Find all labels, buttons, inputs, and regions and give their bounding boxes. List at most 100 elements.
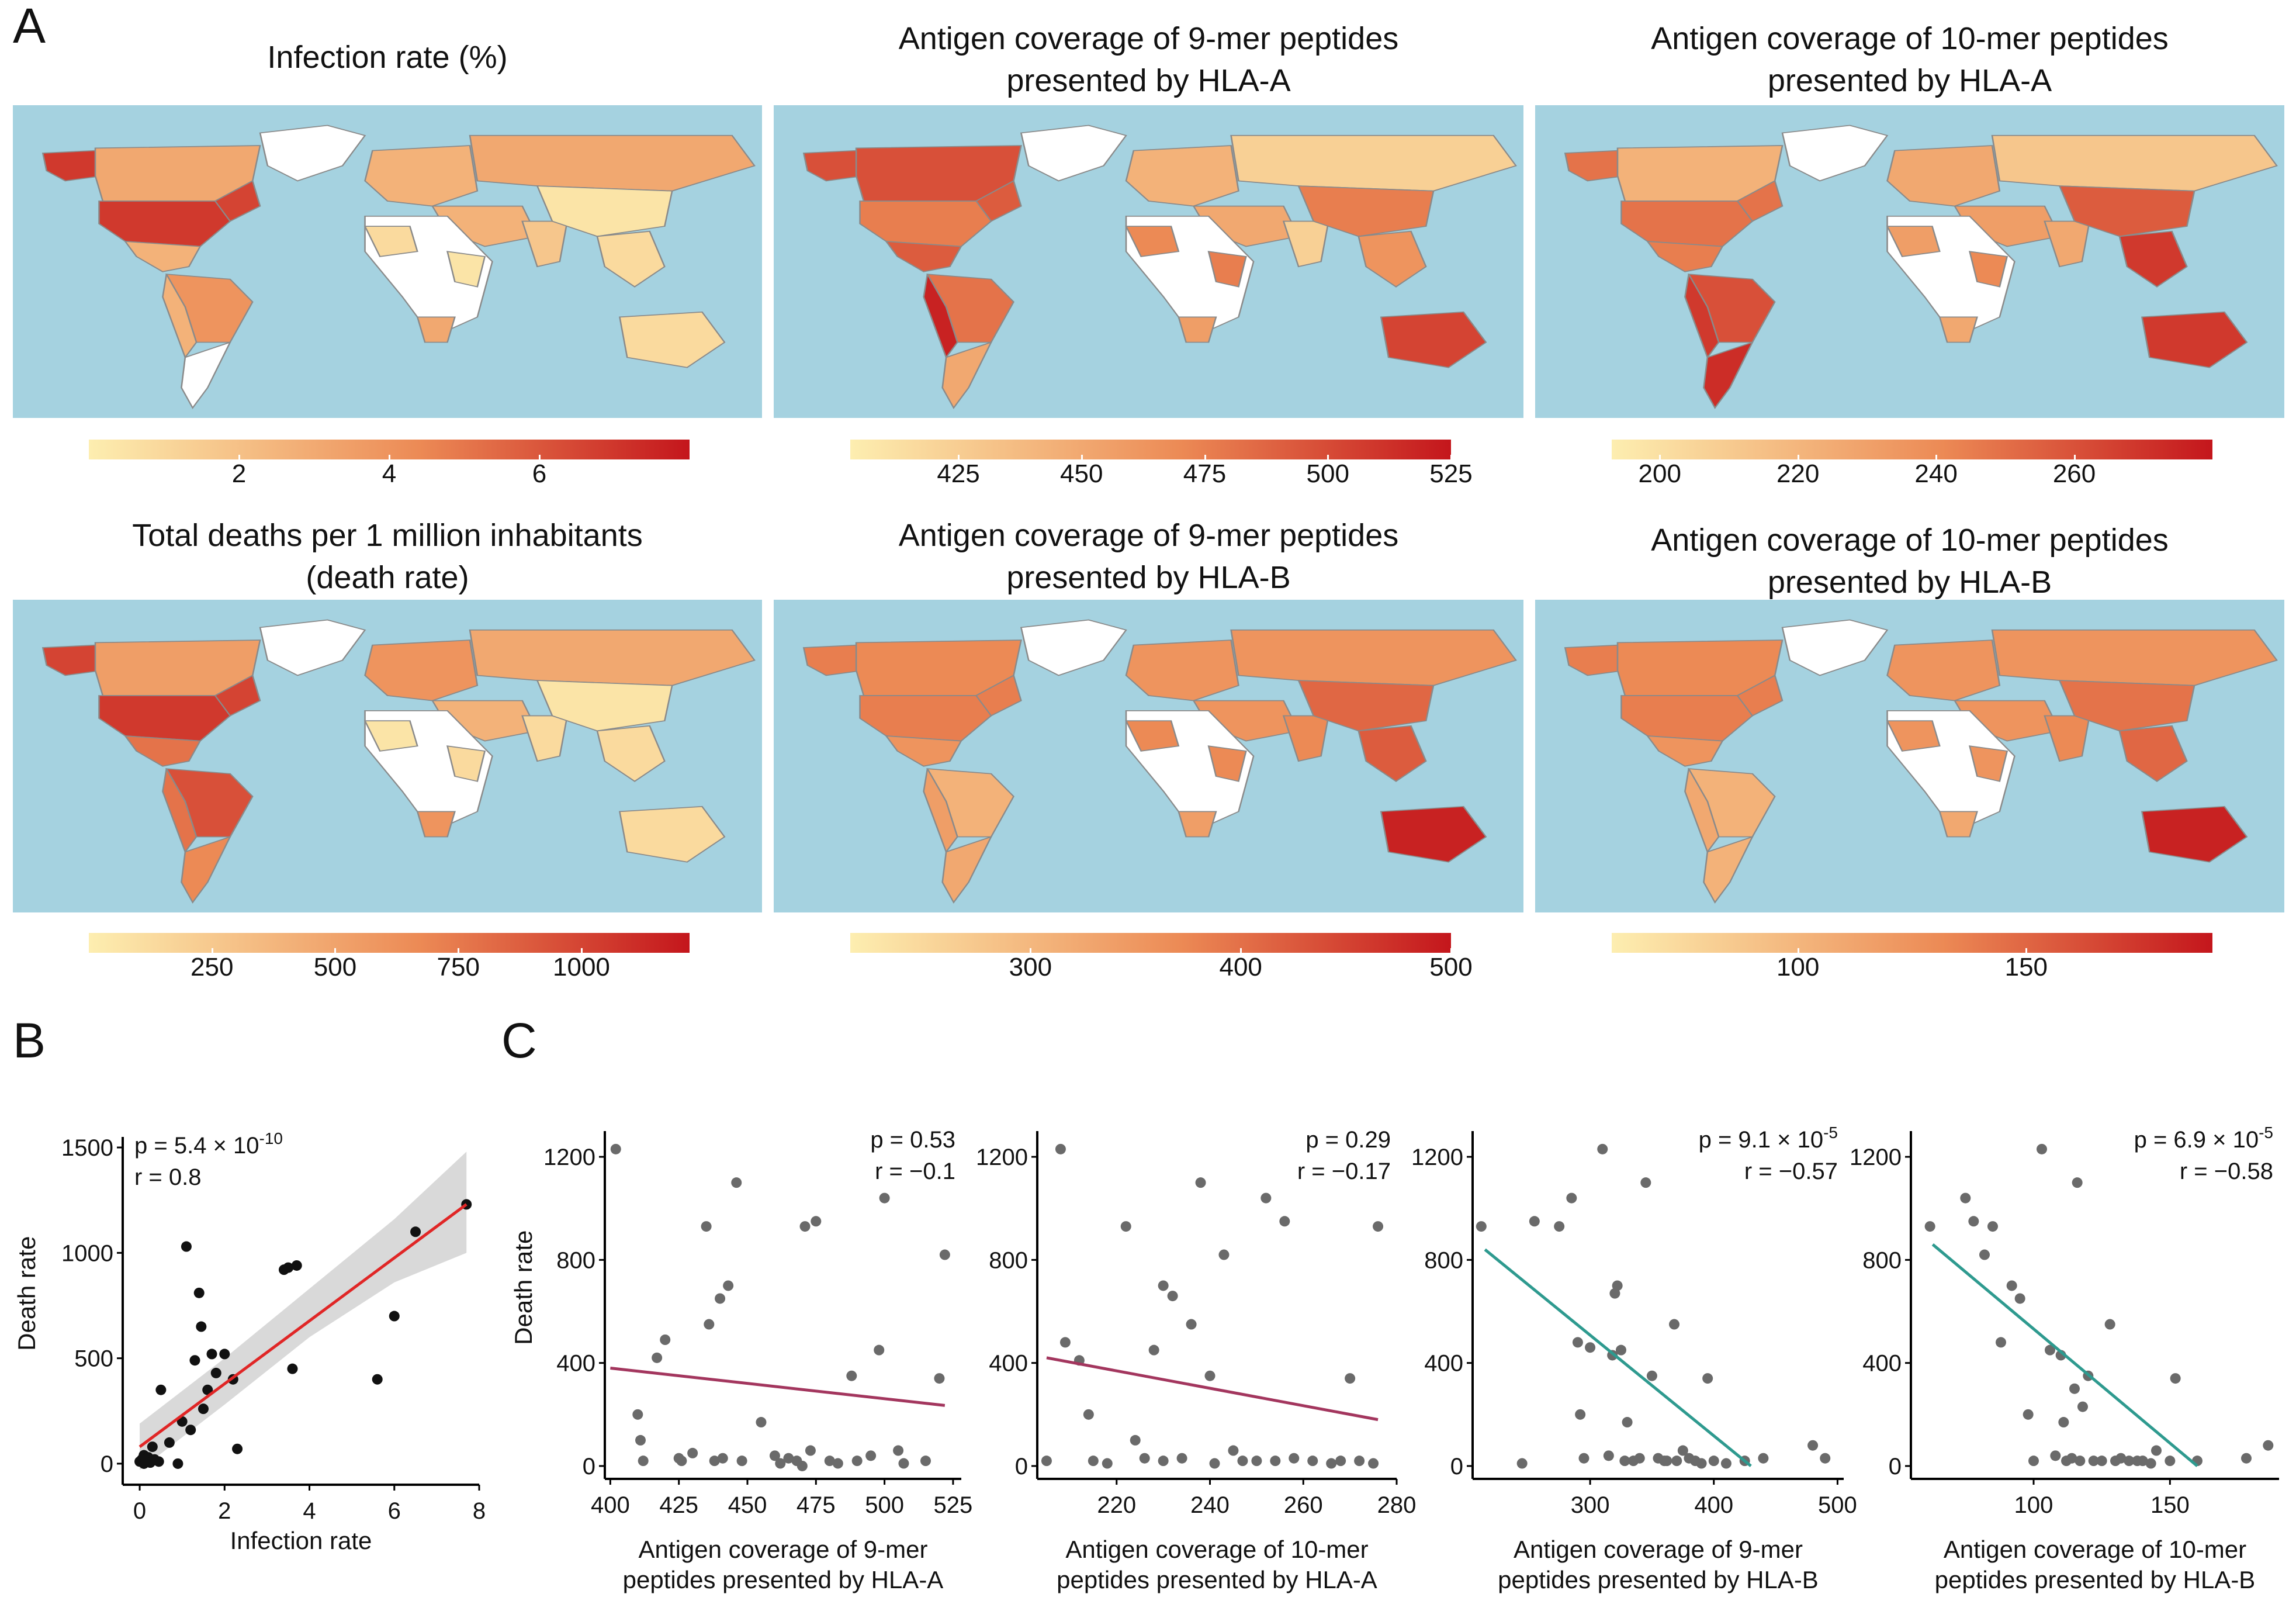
world-map-hla_a_9 (774, 105, 1523, 418)
data-point (939, 1249, 950, 1260)
data-point (1204, 1370, 1215, 1381)
data-point (783, 1453, 794, 1464)
data-point (2037, 1143, 2047, 1154)
data-point (2145, 1458, 2156, 1469)
p-value-base: p = 5.4 × 10 (134, 1133, 259, 1159)
r-value: r = −0.57 (1744, 1159, 1838, 1184)
y-tick-label: 800 (1424, 1247, 1463, 1273)
map-title-line: (death rate) (306, 560, 469, 595)
data-point (181, 1241, 192, 1252)
data-point (1307, 1455, 1318, 1467)
data-point (1228, 1445, 1239, 1456)
region-russia (1230, 134, 1517, 192)
data-point (210, 1367, 221, 1378)
scatter-plot-C3: 0 400 800 1200 300 400 500 p = 9.1 × 10-5 r = −0… (1411, 1123, 1857, 1593)
data-point (799, 1221, 811, 1232)
x-tick-label: 2 (218, 1498, 231, 1524)
data-point (2088, 1455, 2099, 1467)
region-europe (1886, 145, 2001, 207)
region-west_africa (363, 720, 418, 752)
colorbar-tick-label: 150 (2004, 953, 2048, 981)
region-india (521, 220, 569, 268)
data-point (410, 1226, 421, 1237)
region-central_america (885, 735, 962, 767)
world-map-hla_b_9 (774, 600, 1523, 912)
colorbar-tick (1935, 455, 1938, 459)
map-title-line: Infection rate (%) (267, 40, 508, 75)
colorbar-hla_b_9 (850, 933, 1451, 953)
region-east_africa (1968, 745, 2008, 782)
data-point (1368, 1458, 1379, 1469)
data-point (1516, 1458, 1528, 1469)
region-russia (469, 629, 756, 686)
r-value: r = −0.58 (2180, 1159, 2273, 1184)
data-point (2096, 1455, 2107, 1467)
y-tick-label: 400 (1424, 1351, 1463, 1377)
region-east_africa (1207, 745, 1247, 782)
p-value: p = 6.9 × 10-5 (2134, 1123, 2273, 1153)
region-central_america (1646, 240, 1724, 272)
data-point (1529, 1216, 1540, 1227)
colorbar-tick (1327, 455, 1329, 459)
region-india (521, 715, 569, 762)
data-point (193, 1287, 205, 1298)
data-point (1566, 1192, 1577, 1204)
data-point (2075, 1455, 2086, 1467)
data-point (865, 1450, 877, 1461)
region-east_africa (446, 745, 486, 782)
data-point (1924, 1221, 1935, 1232)
map-title-line: Antigen coverage of 9-mer peptides (898, 518, 1399, 553)
region-north_america (214, 179, 261, 222)
colorbar-tick-label: 400 (1219, 953, 1262, 981)
p-value-exponent: -10 (259, 1129, 283, 1147)
data-point (2115, 1453, 2127, 1464)
data-point (717, 1453, 728, 1464)
x-tick-label: 475 (796, 1492, 836, 1518)
p-value-exponent: -5 (1823, 1123, 1838, 1142)
world-map-hla_b_10 (1535, 600, 2284, 912)
data-point (155, 1384, 167, 1395)
y-tick-label: 0 (583, 1454, 595, 1479)
y-tick-label: 0 (1015, 1454, 1028, 1479)
data-point (610, 1143, 621, 1154)
data-point (1578, 1453, 1589, 1464)
region-north_america (975, 674, 1022, 717)
data-point (1270, 1455, 1281, 1467)
region-south_africa (1938, 811, 1978, 838)
x-tick-label: 500 (865, 1492, 904, 1518)
data-point (715, 1293, 726, 1304)
y-tick-label: 1200 (1850, 1145, 1902, 1170)
data-point (1702, 1373, 1713, 1384)
data-point (198, 1403, 209, 1415)
data-point (1148, 1344, 1159, 1356)
region-patagonia (1703, 835, 1754, 904)
data-point (832, 1458, 843, 1469)
region-west_africa (363, 226, 418, 257)
data-point (202, 1384, 213, 1395)
region-central_america (885, 240, 962, 272)
region-greenland (1781, 619, 1889, 676)
data-point (147, 1441, 158, 1453)
region-usa (859, 200, 992, 247)
y-axis-label: Death rate (510, 1230, 537, 1345)
colorbar-tick-label: 220 (1776, 459, 1820, 488)
region-se_asia (2118, 230, 2188, 288)
region-australia (2141, 311, 2248, 368)
colorbar-tick-label: 240 (1914, 459, 1958, 488)
data-point (652, 1352, 663, 1363)
region-europe (1886, 639, 2001, 701)
y-tick-label: 800 (556, 1247, 595, 1273)
colorbar-death (89, 933, 690, 953)
colorbar-hla_b_10 (1612, 933, 2212, 953)
map-title-hla_a_9: Antigen coverage of 9-mer peptides presen… (774, 18, 1523, 102)
colorbar-tick (211, 948, 213, 953)
data-point (1603, 1450, 1614, 1461)
region-west_africa (1886, 720, 1941, 752)
colorbar-hla_a_10 (1612, 440, 2212, 459)
colorbar-tick-label: 525 (1429, 459, 1473, 488)
r-value: r = −0.17 (1297, 1159, 1391, 1184)
x-axis-label: peptides presented by HLA-A (623, 1566, 944, 1593)
data-point (638, 1455, 649, 1467)
region-se_asia (1357, 230, 1427, 288)
x-tick-label: 240 (1190, 1492, 1230, 1518)
